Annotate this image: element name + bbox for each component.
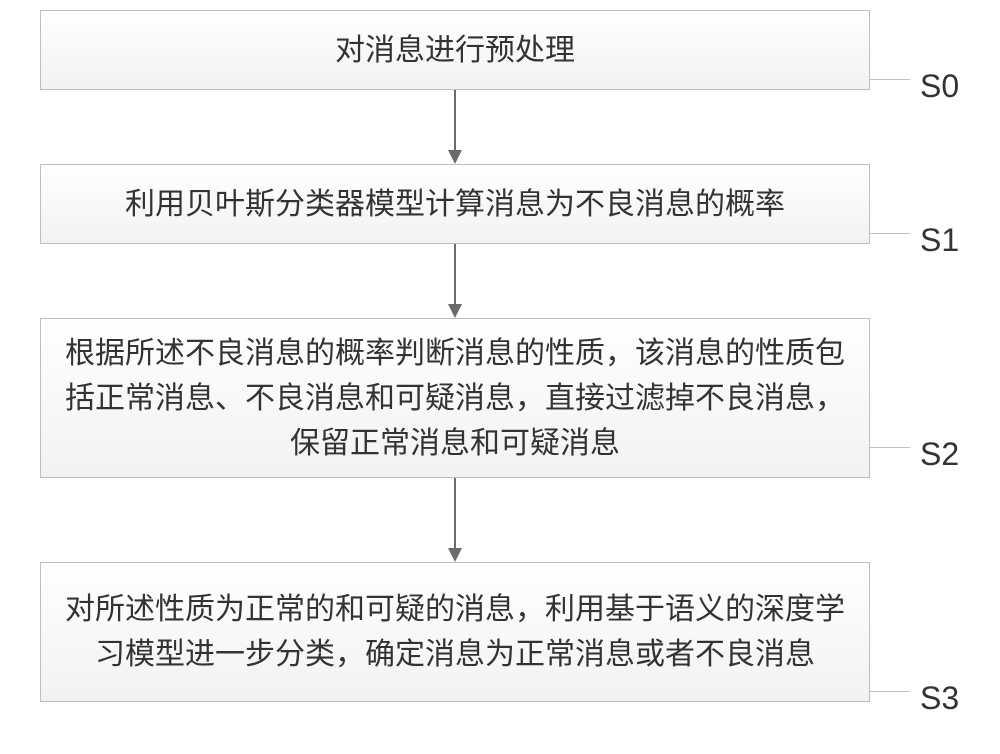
step-label-s0: S0 <box>920 68 959 105</box>
arrow-head-0 <box>448 150 462 164</box>
arrow-head-1 <box>448 304 462 318</box>
arrow-head-2 <box>448 548 462 562</box>
step-label-s3: S3 <box>920 680 959 717</box>
label-line-s1 <box>870 233 910 234</box>
step-box-s3: 对所述性质为正常的和可疑的消息，利用基于语义的深度学习模型进一步分类，确定消息为… <box>40 562 870 702</box>
arrow-line-1 <box>454 244 456 304</box>
flowchart-canvas: 对消息进行预处理 S0 利用贝叶斯分类器模型计算消息为不良消息的概率 S1 根据… <box>0 0 1000 754</box>
step-text-s2: 根据所述不良消息的概率判断消息的性质，该消息的性质包括正常消息、不良消息和可疑消… <box>61 331 849 466</box>
step-box-s1: 利用贝叶斯分类器模型计算消息为不良消息的概率 <box>40 164 870 244</box>
step-box-s2: 根据所述不良消息的概率判断消息的性质，该消息的性质包括正常消息、不良消息和可疑消… <box>40 318 870 478</box>
label-line-s3 <box>870 691 910 692</box>
label-line-s2 <box>870 447 910 448</box>
step-text-s0: 对消息进行预处理 <box>335 28 575 73</box>
step-text-s3: 对所述性质为正常的和可疑的消息，利用基于语义的深度学习模型进一步分类，确定消息为… <box>61 587 849 677</box>
step-text-s1: 利用贝叶斯分类器模型计算消息为不良消息的概率 <box>125 182 785 227</box>
arrow-line-0 <box>454 90 456 150</box>
label-line-s0 <box>870 79 910 80</box>
step-label-s2: S2 <box>920 436 959 473</box>
step-box-s0: 对消息进行预处理 <box>40 10 870 90</box>
arrow-line-2 <box>454 478 456 548</box>
step-label-s1: S1 <box>920 222 959 259</box>
